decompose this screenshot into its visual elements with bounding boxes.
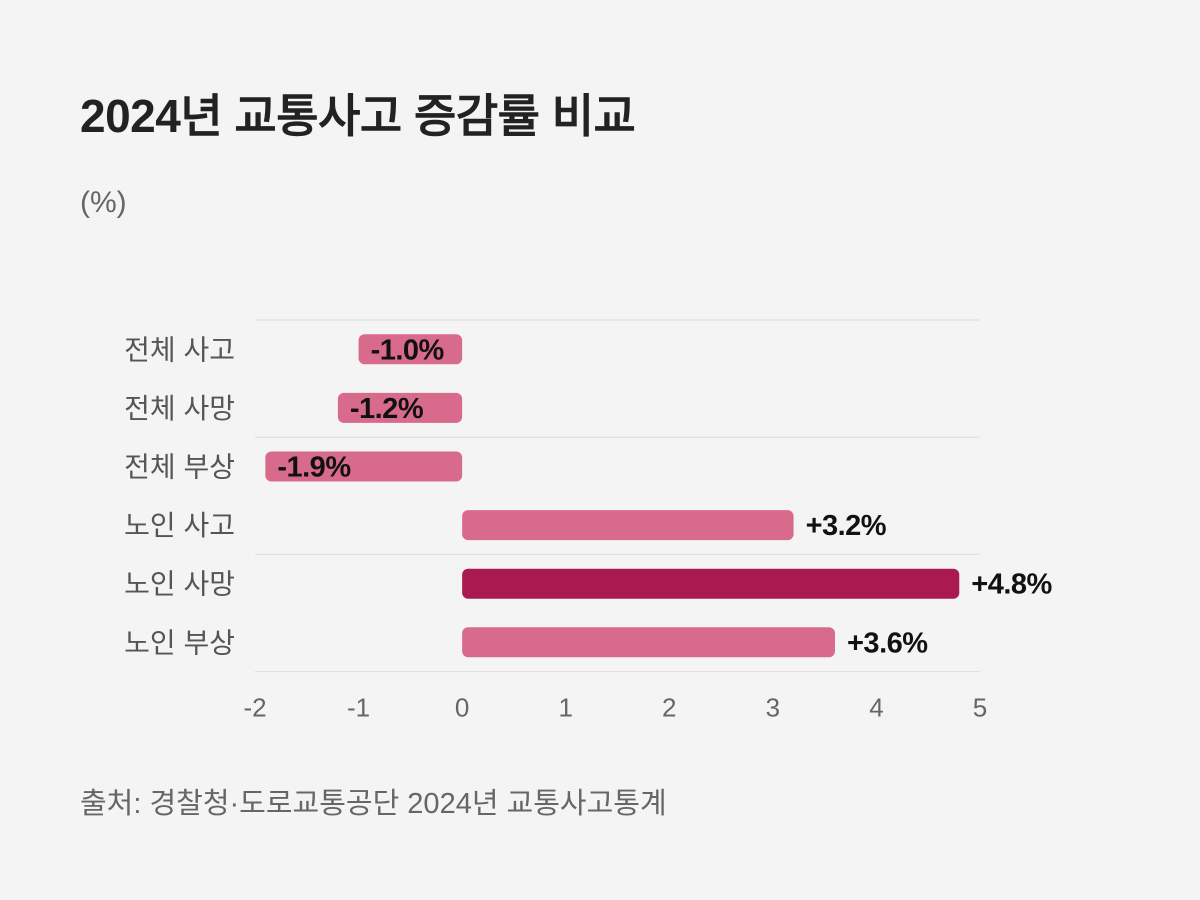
value-label: +4.8% xyxy=(971,569,1052,601)
x-axis-ticks: -2 -1 0 1 2 3 4 5 xyxy=(243,693,987,723)
x-tick-label: 3 xyxy=(766,693,780,723)
value-label: -1.2% xyxy=(350,393,424,425)
chart-title: 2024년 교통사고 증감률 비교 xyxy=(80,90,636,142)
category-label: 전체 사고 xyxy=(124,334,235,365)
category-label: 노인 부상 xyxy=(124,627,235,658)
unit-label: (%) xyxy=(80,186,127,219)
bar xyxy=(265,451,463,482)
value-labels: -1.0% -1.2% -1.9% +3.2% +4.8% +3.6% xyxy=(277,334,1053,659)
value-label: -1.0% xyxy=(371,334,445,366)
category-label: 전체 부상 xyxy=(124,452,235,483)
bar xyxy=(337,392,463,423)
value-label: -1.9% xyxy=(277,452,351,484)
bar xyxy=(462,510,794,541)
value-label: +3.2% xyxy=(806,510,887,542)
x-tick-label: 2 xyxy=(662,693,676,723)
bar xyxy=(462,627,835,658)
category-label: 노인 사고 xyxy=(124,510,235,541)
x-tick-label: -2 xyxy=(243,693,266,723)
x-tick-label: 0 xyxy=(455,693,469,723)
category-label: 노인 사망 xyxy=(124,569,235,600)
x-tick-label: 5 xyxy=(973,693,987,723)
x-tick-label: 4 xyxy=(869,693,883,723)
x-tick-label: -1 xyxy=(347,693,370,723)
category-label: 전체 사망 xyxy=(124,393,235,424)
bar xyxy=(462,568,960,599)
source-note: 출처: 경찰청·도로교통공단 2024년 교통사고통계 xyxy=(80,788,667,820)
grid-lines xyxy=(255,319,980,673)
x-tick-label: 1 xyxy=(558,693,572,723)
value-label: +3.6% xyxy=(847,627,928,659)
bars xyxy=(265,334,960,658)
bar xyxy=(358,334,463,365)
